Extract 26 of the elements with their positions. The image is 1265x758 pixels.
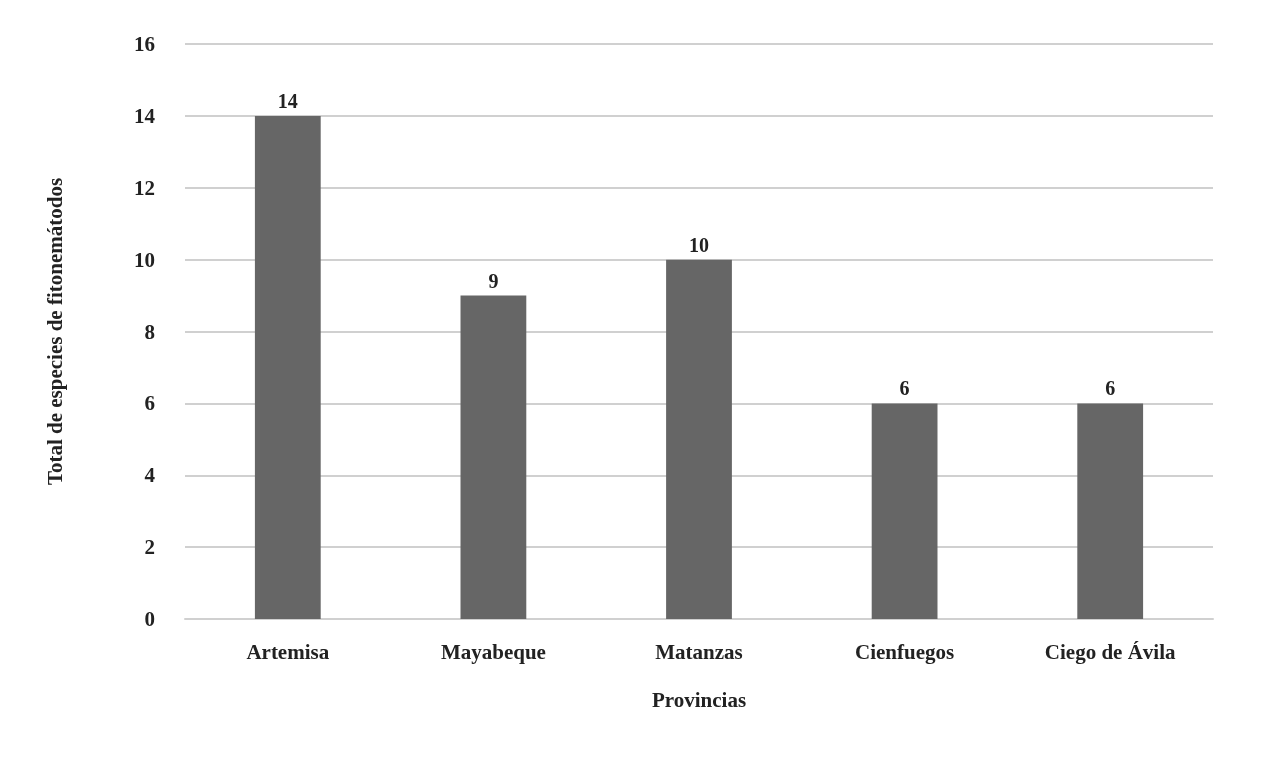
y-tick-label: 16	[134, 32, 155, 56]
y-tick-label: 2	[144, 535, 155, 560]
data-label: 14	[277, 89, 298, 112]
y-tick-label: 10	[134, 247, 155, 272]
data-label: 6	[899, 377, 910, 400]
bar	[1077, 403, 1144, 619]
x-tick-label: Mayabeque	[440, 639, 546, 664]
y-axis-title: Total de especies de fitonemátodos	[42, 177, 67, 486]
bar	[871, 403, 938, 619]
bar	[666, 259, 732, 619]
x-axis-title: Provincias	[651, 687, 747, 712]
data-label: 10	[689, 233, 709, 256]
data-label: 6	[1105, 377, 1116, 400]
x-tick-label: Ciego de Ávila	[1044, 639, 1177, 664]
y-tick-label: 12	[134, 175, 155, 200]
bar	[460, 295, 527, 619]
data-label: 9	[488, 269, 499, 292]
y-tick-label: 4	[144, 463, 156, 488]
y-tick-label: 6	[144, 391, 155, 416]
y-tick-label: 0	[144, 607, 155, 631]
y-tick-label: 14	[134, 103, 156, 128]
bar	[254, 115, 321, 619]
y-tick-label: 8	[144, 319, 155, 344]
x-tick-label: Cienfuegos	[855, 639, 955, 664]
x-tick-label: Artemisa	[246, 639, 330, 664]
x-tick-label: Matanzas	[655, 639, 743, 664]
